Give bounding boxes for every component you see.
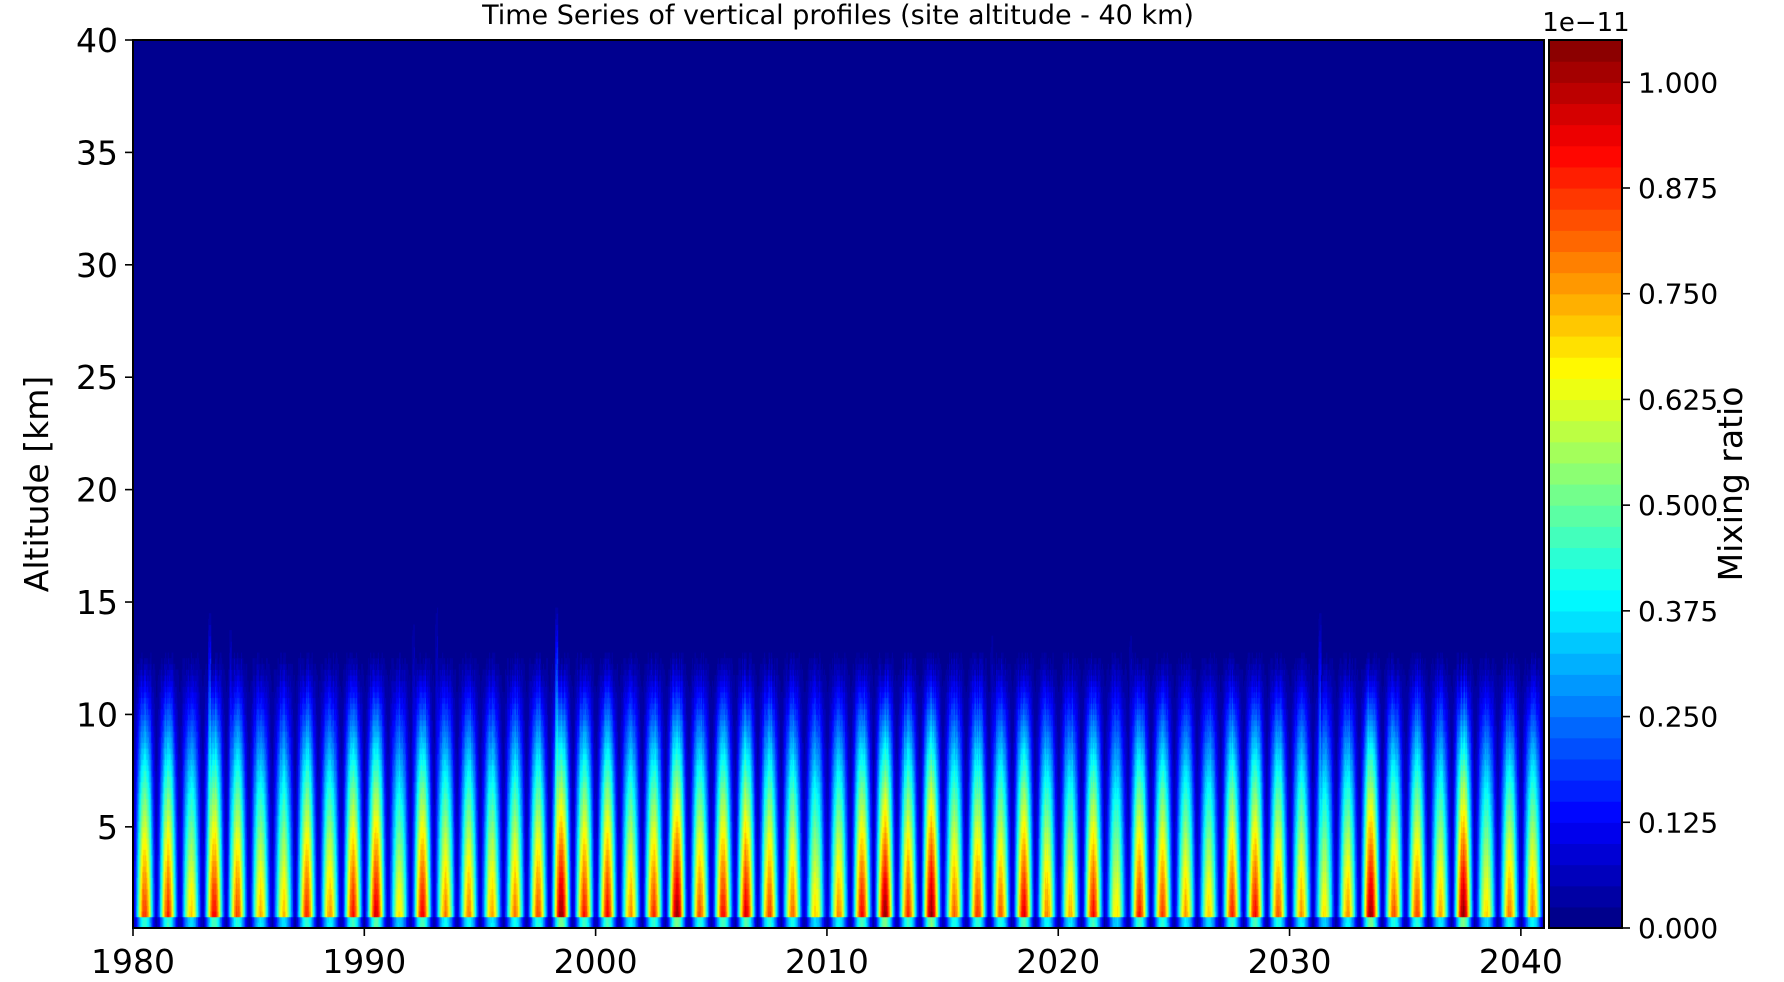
heatmap-cell <box>146 658 147 664</box>
heatmap-cell <box>285 653 286 665</box>
heatmap-cell <box>262 658 263 664</box>
heatmap-cell <box>286 664 287 670</box>
heatmap-cell <box>210 625 211 637</box>
heatmap-cell <box>215 653 216 659</box>
heatmap-cell <box>217 653 218 665</box>
heatmap-cell <box>240 658 241 664</box>
heatmap-cell <box>213 664 214 670</box>
heatmap-cell <box>184 658 185 675</box>
heatmap-cell <box>147 658 148 664</box>
heatmap-cell <box>234 653 235 659</box>
heatmap-cell <box>210 641 211 653</box>
heatmap-cell <box>210 636 211 642</box>
heatmap-cell <box>241 653 242 659</box>
heatmap-cell <box>288 664 289 676</box>
heatmap-cell <box>191 664 192 670</box>
heatmap-cell <box>164 658 165 664</box>
heatmap-cell <box>231 641 232 658</box>
heatmap-cell <box>257 664 258 670</box>
heatmap-cell <box>258 664 259 670</box>
heatmap-cell <box>236 664 237 670</box>
heatmap-cell <box>217 664 218 670</box>
heatmap-cell <box>285 664 286 670</box>
chart-title: Time Series of vertical profiles (site a… <box>481 0 1194 31</box>
heatmap-cell <box>236 658 237 664</box>
heatmap-cell <box>166 658 167 664</box>
heatmap-cell <box>234 669 235 675</box>
heatmap-cell <box>221 658 222 670</box>
heatmap-cell <box>210 653 211 659</box>
heatmap-cell <box>193 658 194 664</box>
heatmap-cell <box>237 653 238 659</box>
heatmap-cell <box>215 658 216 664</box>
heatmap-cell <box>242 658 243 670</box>
heatmap-cell <box>141 653 142 659</box>
heatmap-cell <box>254 658 255 675</box>
heatmap-cell <box>234 658 235 670</box>
heatmap-cell <box>241 658 242 670</box>
heatmap-cell <box>172 653 173 665</box>
heatmap-cell <box>278 658 279 675</box>
heatmap-cell <box>287 669 288 675</box>
heatmap-cell <box>231 630 232 642</box>
heatmap-cell <box>281 653 282 665</box>
heatmap-cell <box>233 658 234 670</box>
heatmap-cell <box>146 664 147 670</box>
heatmap-cell <box>238 658 239 664</box>
heatmap-cell <box>258 653 259 665</box>
heatmap-cell <box>210 613 211 625</box>
heatmap-cell <box>191 653 192 665</box>
heatmap-cell <box>186 658 187 670</box>
heatmap-cell <box>150 653 151 665</box>
heatmap-cell <box>231 658 232 670</box>
plot-area <box>133 40 1545 929</box>
heatmap-cell <box>257 653 258 665</box>
heatmap-cell <box>142 664 143 670</box>
heatmap-cell <box>188 658 189 670</box>
heatmap-cell <box>168 653 169 659</box>
